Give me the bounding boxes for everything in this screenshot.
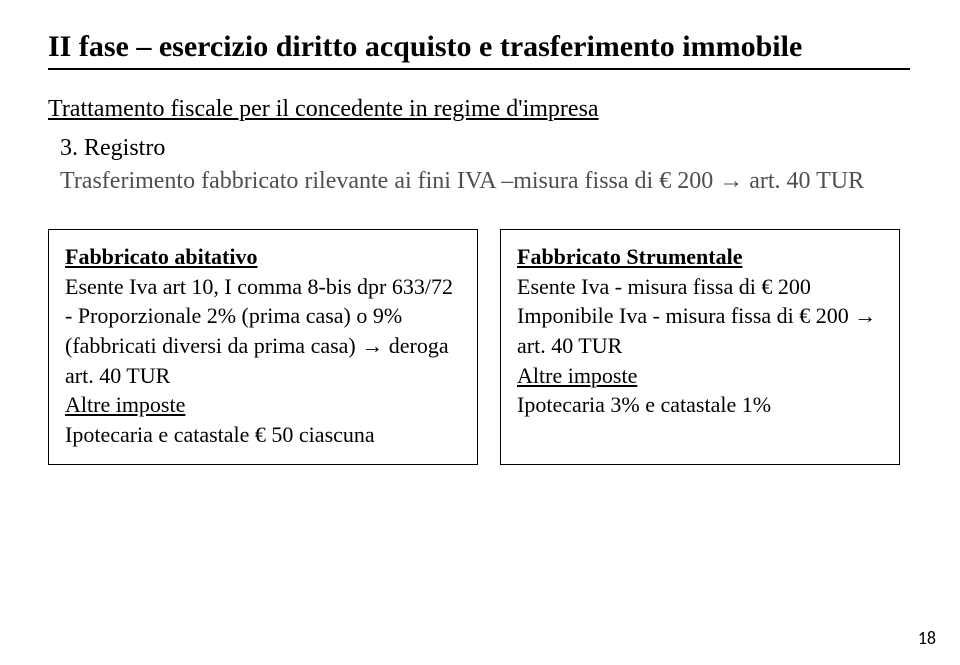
page-number: 18 bbox=[918, 627, 936, 649]
box-strumentale: Fabbricato Strumentale Esente Iva - misu… bbox=[500, 229, 900, 465]
box-abitativo-altre-label: Altre imposte bbox=[65, 392, 185, 417]
box-abitativo-altre-body: Ipotecaria e catastale € 50 ciascuna bbox=[65, 420, 461, 450]
title-divider bbox=[48, 68, 910, 70]
box-strumentale-altre-label: Altre imposte bbox=[517, 363, 637, 388]
box-strumentale-line2: Imponibile Iva - misura fissa di € 200 →… bbox=[517, 301, 883, 360]
comparison-boxes: Fabbricato abitativo Esente Iva art 10, … bbox=[48, 229, 912, 465]
box-abitativo: Fabbricato abitativo Esente Iva art 10, … bbox=[48, 229, 478, 465]
box-strumentale-title: Fabbricato Strumentale bbox=[517, 242, 883, 272]
registro-body: Trasferimento fabbricato rilevante ai fi… bbox=[60, 168, 912, 195]
box-strumentale-line1: Esente Iva - misura fissa di € 200 bbox=[517, 272, 883, 302]
section-subtitle: Trattamento fiscale per il concedente in… bbox=[48, 96, 912, 123]
page-title: II fase – esercizio diritto acquisto e t… bbox=[48, 30, 912, 64]
box-strumentale-altre-body: Ipotecaria 3% e catastale 1% bbox=[517, 390, 883, 420]
box-abitativo-body: Esente Iva art 10, I comma 8-bis dpr 633… bbox=[65, 272, 461, 391]
registro-heading: 3. Registro bbox=[60, 135, 912, 162]
box-abitativo-title: Fabbricato abitativo bbox=[65, 242, 461, 272]
